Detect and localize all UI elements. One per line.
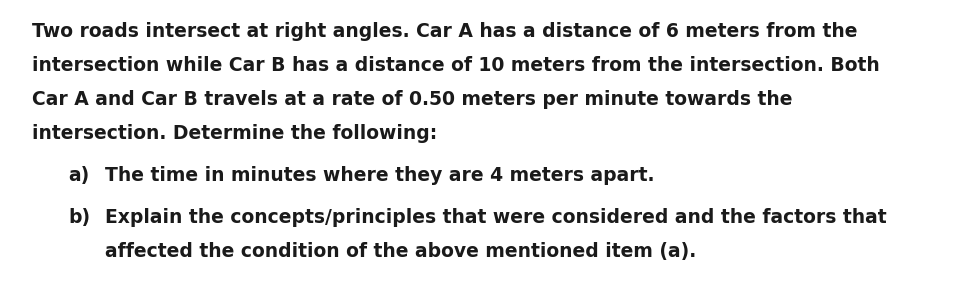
Text: The time in minutes where they are 4 meters apart.: The time in minutes where they are 4 met…: [105, 166, 654, 185]
Text: a): a): [67, 166, 89, 185]
Text: b): b): [67, 208, 90, 227]
Text: Car A and Car B travels at a rate of 0.50 meters per minute towards the: Car A and Car B travels at a rate of 0.5…: [32, 90, 791, 109]
Text: intersection while Car B has a distance of 10 meters from the intersection. Both: intersection while Car B has a distance …: [32, 56, 879, 75]
Text: intersection. Determine the following:: intersection. Determine the following:: [32, 124, 437, 143]
Text: affected the condition of the above mentioned item (a).: affected the condition of the above ment…: [105, 242, 695, 261]
Text: Two roads intersect at right angles. Car A has a distance of 6 meters from the: Two roads intersect at right angles. Car…: [32, 22, 857, 41]
Text: Explain the concepts/principles that were considered and the factors that: Explain the concepts/principles that wer…: [105, 208, 886, 227]
